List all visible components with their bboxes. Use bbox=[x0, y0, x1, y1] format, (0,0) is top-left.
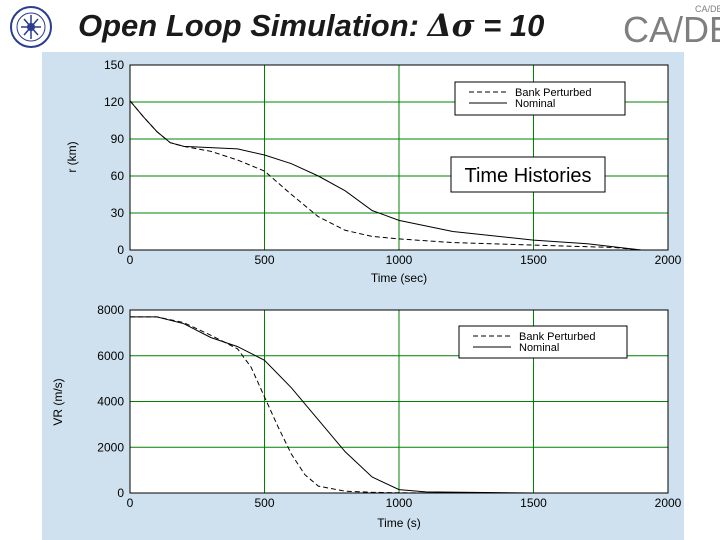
logo-text: CA/DE bbox=[623, 9, 720, 48]
title-prefix: Open Loop Simulation: bbox=[78, 8, 428, 43]
x-tick-label: 1000 bbox=[386, 496, 413, 510]
legend-label: Nominal bbox=[519, 342, 559, 354]
y-tick-label: 4000 bbox=[97, 395, 124, 409]
x-tick-label: 500 bbox=[254, 253, 274, 267]
plot-frame bbox=[129, 64, 669, 251]
legend-label: Bank Perturbed bbox=[519, 331, 595, 343]
x-axis-label: Time (sec) bbox=[371, 271, 427, 285]
y-tick-label: 0 bbox=[117, 486, 124, 500]
cade-logo: CA/DE CA/DE bbox=[622, 2, 720, 48]
x-tick-label: 2000 bbox=[655, 253, 682, 267]
x-tick-label: 2000 bbox=[655, 496, 682, 510]
legend-label: Bank Perturbed bbox=[515, 87, 591, 99]
time-histories-label: Time Histories bbox=[464, 165, 591, 187]
logo-small-text: CA/DE bbox=[695, 4, 720, 14]
y-tick-label: 0 bbox=[117, 243, 124, 257]
y-tick-label: 120 bbox=[104, 95, 124, 109]
y-tick-label: 60 bbox=[111, 169, 125, 183]
x-tick-label: 1500 bbox=[520, 496, 547, 510]
x-axis-label: Time (s) bbox=[377, 516, 421, 530]
series-line-bank-perturbed bbox=[130, 316, 668, 494]
title-suffix: = 10 bbox=[474, 8, 545, 43]
y-tick-label: 6000 bbox=[97, 349, 124, 363]
x-tick-label: 500 bbox=[254, 496, 274, 510]
y-tick-label: 90 bbox=[111, 132, 125, 146]
series-line-nominal bbox=[129, 100, 642, 251]
slide-title: Open Loop Simulation: Δσ = 10 bbox=[78, 8, 544, 44]
y-axis-label: r (km) bbox=[65, 141, 79, 172]
chart-velocity: 0 500 1000 1500 2000 0 2000 4000 6000 8000 Time (s… bbox=[51, 303, 682, 530]
y-tick-label: 150 bbox=[104, 58, 124, 72]
time-histories-annotation: Time Histories bbox=[450, 156, 606, 193]
y-tick-label: 2000 bbox=[97, 440, 124, 454]
title-symbol: Δσ bbox=[427, 8, 475, 44]
y-axis-label: VR (m/s) bbox=[51, 378, 65, 425]
institute-logo bbox=[10, 6, 52, 48]
x-tick-label: 1500 bbox=[520, 253, 547, 267]
y-tick-label: 8000 bbox=[97, 303, 124, 317]
legend-box bbox=[454, 81, 626, 116]
series-line-nominal bbox=[130, 316, 668, 494]
x-tick-label: 0 bbox=[127, 496, 134, 510]
legend-label: Nominal bbox=[515, 98, 555, 110]
y-tick-label: 30 bbox=[111, 206, 125, 220]
x-tick-label: 1000 bbox=[386, 253, 413, 267]
x-tick-label: 0 bbox=[127, 253, 134, 267]
legend-box bbox=[458, 325, 628, 359]
